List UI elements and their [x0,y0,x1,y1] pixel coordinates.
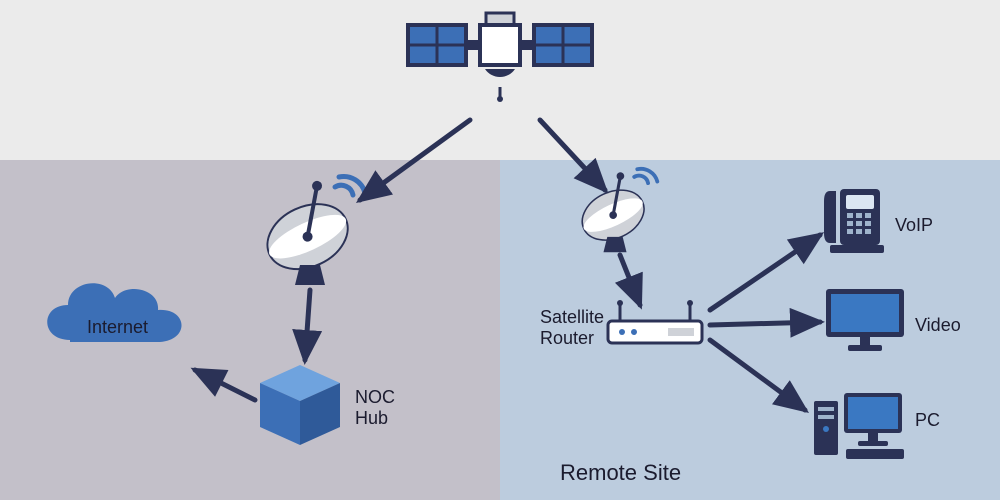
satellite-dish-right-icon [565,160,665,265]
satellite-router-label: SatelliteRouter [540,307,604,349]
noc-hub-icon [250,355,350,460]
video-monitor-icon [820,283,910,363]
pc-label: PC [915,410,940,431]
internet-label: Internet [87,317,148,338]
satellite-dish-left-icon [245,165,375,300]
satellite-router-icon [600,295,710,360]
voip-phone-icon [820,183,890,263]
voip-label: VoIP [895,215,933,236]
region-label-remote-site: Remote Site [560,460,681,486]
satellite-icon [390,0,610,140]
video-label: Video [915,315,961,336]
pc-icon [810,385,910,470]
noc-hub-label: NOCHub [355,387,395,429]
